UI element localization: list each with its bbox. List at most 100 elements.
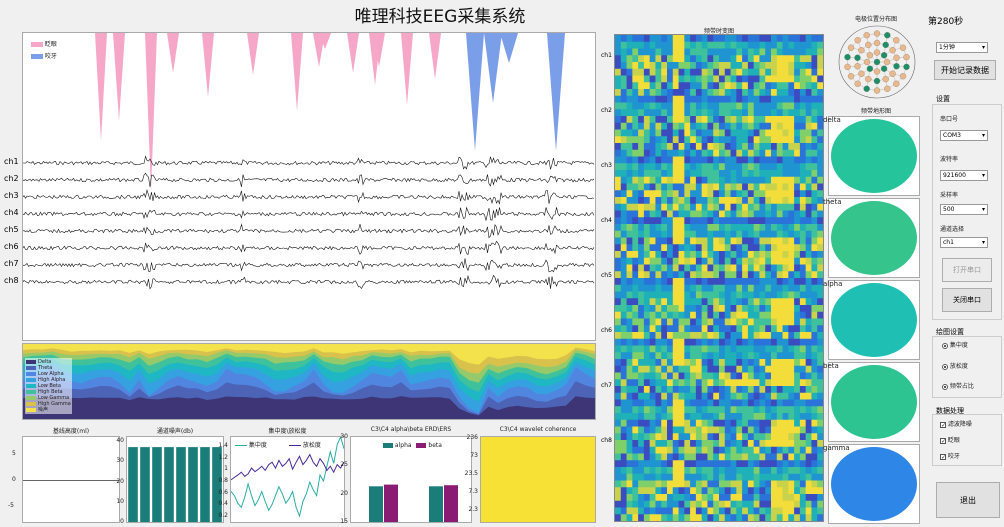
tf-cell bbox=[707, 176, 714, 184]
tf-cell bbox=[632, 237, 639, 245]
tf-cell bbox=[742, 122, 749, 130]
tf-cell bbox=[805, 170, 812, 178]
tf-cell bbox=[678, 460, 685, 468]
tf-cell bbox=[672, 386, 679, 394]
tf-cell bbox=[719, 494, 726, 502]
proc-option-bite[interactable]: ✓ 咬牙 bbox=[940, 453, 960, 461]
tf-cell bbox=[672, 446, 679, 454]
tf-cell bbox=[771, 244, 778, 252]
tf-cell bbox=[794, 116, 801, 124]
tf-cell bbox=[730, 453, 737, 461]
tf-cell bbox=[615, 487, 622, 495]
plot-option-relax[interactable]: 放松度 bbox=[942, 361, 968, 370]
tf-cell bbox=[747, 500, 755, 508]
tf-cell bbox=[788, 210, 795, 218]
attention-ytick: 1.2 bbox=[218, 453, 228, 461]
exit-button[interactable]: 退出 bbox=[936, 482, 1000, 518]
tf-cell bbox=[817, 473, 823, 481]
tf-cell bbox=[632, 244, 639, 252]
tf-cell bbox=[736, 379, 743, 387]
channel-select[interactable]: ch1 ▾ bbox=[940, 237, 988, 248]
tf-cell bbox=[765, 129, 772, 137]
tf-cell bbox=[678, 116, 685, 124]
eeg-legend: 眨眼 咬牙 bbox=[31, 39, 57, 60]
tf-cell bbox=[649, 406, 656, 414]
proc-option-blink[interactable]: ✓ 眨眼 bbox=[940, 437, 960, 445]
open-port-button[interactable]: 打开串口 bbox=[942, 258, 992, 282]
tf-cell bbox=[794, 55, 801, 63]
tf-cell bbox=[707, 183, 714, 191]
tf-cell bbox=[690, 311, 697, 319]
topo-band-label: theta bbox=[823, 198, 842, 206]
tf-cell bbox=[690, 129, 697, 137]
duration-select[interactable]: 1分钟 ▾ bbox=[936, 42, 988, 53]
tf-cell bbox=[615, 116, 622, 124]
tf-cell bbox=[615, 163, 622, 171]
tf-cell bbox=[655, 480, 662, 488]
tf-cell bbox=[724, 257, 731, 265]
tf-cell bbox=[747, 251, 755, 259]
tf-cell bbox=[811, 95, 818, 103]
tf-cell bbox=[719, 109, 726, 117]
tf-cell bbox=[719, 35, 726, 43]
tf-cell bbox=[811, 345, 818, 353]
tf-cell bbox=[782, 68, 789, 76]
tf-cell bbox=[759, 136, 766, 144]
tf-cell bbox=[811, 224, 818, 232]
tf-cell bbox=[788, 291, 795, 299]
tf-cell bbox=[724, 473, 731, 481]
tf-cell bbox=[661, 426, 668, 434]
plot-option-band-ratio[interactable]: 频带占比 bbox=[942, 381, 974, 390]
tf-cell bbox=[805, 291, 812, 299]
band-legend-swatch bbox=[26, 401, 36, 406]
tf-cell bbox=[649, 392, 656, 400]
tf-cell bbox=[794, 460, 801, 468]
tf-cell bbox=[747, 325, 755, 333]
tf-cell bbox=[620, 143, 627, 151]
tf-cell bbox=[776, 413, 783, 421]
tf-cell bbox=[811, 170, 818, 178]
tf-cell bbox=[707, 372, 714, 380]
proc-option-filter[interactable]: ✓ 滤波降噪 bbox=[940, 421, 972, 429]
tf-cell bbox=[678, 62, 685, 70]
tf-cell bbox=[765, 55, 772, 63]
tf-cell bbox=[805, 116, 812, 124]
tf-cell bbox=[776, 392, 783, 400]
tf-cell bbox=[799, 251, 807, 259]
tf-cell bbox=[690, 149, 697, 157]
tf-cell bbox=[724, 170, 731, 178]
close-port-button[interactable]: 关闭串口 bbox=[942, 288, 992, 312]
tf-cell bbox=[776, 514, 783, 521]
tf-cell bbox=[626, 311, 633, 319]
tf-cell bbox=[695, 129, 703, 137]
start-record-button[interactable]: 开始记录数据 bbox=[934, 60, 996, 80]
tf-cell bbox=[661, 244, 668, 252]
tf-cell bbox=[730, 82, 737, 90]
tf-cell bbox=[695, 230, 703, 238]
baud-select[interactable]: 921600 ▾ bbox=[940, 170, 988, 181]
tf-cell bbox=[805, 251, 812, 259]
tf-cell bbox=[765, 325, 772, 333]
tf-cell bbox=[678, 446, 685, 454]
tf-cell bbox=[742, 217, 749, 225]
tf-cell bbox=[626, 507, 633, 515]
rate-select[interactable]: 500 ▾ bbox=[940, 204, 988, 215]
tf-cell bbox=[747, 446, 755, 454]
tf-cell bbox=[690, 264, 697, 272]
port-select[interactable]: COM3 ▾ bbox=[940, 130, 988, 141]
tf-cell bbox=[799, 453, 807, 461]
tf-cell bbox=[695, 311, 703, 319]
tf-cell bbox=[701, 62, 708, 70]
tf-cell bbox=[643, 386, 651, 394]
tf-cell bbox=[759, 129, 766, 137]
tf-cell bbox=[626, 122, 633, 130]
plot-option-attention[interactable]: 集中度 bbox=[942, 340, 968, 349]
attention-ytick: 0.4 bbox=[218, 500, 228, 508]
tf-cell bbox=[661, 392, 668, 400]
tf-cell bbox=[759, 433, 766, 441]
tf-cell bbox=[701, 359, 708, 367]
tf-cell bbox=[655, 230, 662, 238]
tf-cell bbox=[701, 143, 708, 151]
tf-cell bbox=[794, 95, 801, 103]
tf-cell bbox=[794, 75, 801, 83]
